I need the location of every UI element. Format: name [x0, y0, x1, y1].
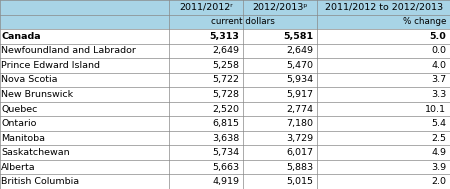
Bar: [0, 29, 450, 44]
Text: 3.3: 3.3: [431, 90, 446, 99]
Text: 2012/2013ᵖ: 2012/2013ᵖ: [252, 3, 308, 12]
Text: 4.9: 4.9: [432, 148, 446, 157]
Text: 4.0: 4.0: [432, 61, 446, 70]
Text: 2,649: 2,649: [212, 46, 239, 55]
Text: 5,258: 5,258: [212, 61, 239, 70]
Text: 2,649: 2,649: [287, 46, 314, 55]
Text: 10.1: 10.1: [425, 105, 446, 114]
Text: 2011/2012 to 2012/2013: 2011/2012 to 2012/2013: [324, 3, 443, 12]
Text: 3,638: 3,638: [212, 134, 239, 143]
Text: Saskatchewan: Saskatchewan: [1, 148, 70, 157]
Text: Quebec: Quebec: [1, 105, 38, 114]
Text: 5.4: 5.4: [432, 119, 446, 128]
Text: 5,728: 5,728: [212, 90, 239, 99]
Bar: [0, 87, 450, 102]
Bar: [0, 0, 450, 15]
Text: 5,734: 5,734: [212, 148, 239, 157]
Bar: [0, 160, 450, 174]
Bar: [0, 58, 450, 73]
Text: 2,520: 2,520: [212, 105, 239, 114]
Text: British Columbia: British Columbia: [1, 177, 80, 186]
Text: New Brunswick: New Brunswick: [1, 90, 73, 99]
Text: 3.7: 3.7: [431, 75, 446, 84]
Text: 5.0: 5.0: [430, 32, 446, 41]
Text: 0.0: 0.0: [432, 46, 446, 55]
Text: 5,015: 5,015: [287, 177, 314, 186]
Text: 5,470: 5,470: [287, 61, 314, 70]
Text: 2.0: 2.0: [432, 177, 446, 186]
Bar: [0, 131, 450, 145]
Text: Manitoba: Manitoba: [1, 134, 45, 143]
Text: 3.9: 3.9: [431, 163, 446, 172]
Text: 7,180: 7,180: [287, 119, 314, 128]
Bar: [0, 145, 450, 160]
Bar: [0, 44, 450, 58]
Text: Ontario: Ontario: [1, 119, 37, 128]
Text: 5,313: 5,313: [210, 32, 239, 41]
Bar: [0, 15, 450, 29]
Text: 5,722: 5,722: [212, 75, 239, 84]
Text: Canada: Canada: [1, 32, 41, 41]
Text: Prince Edward Island: Prince Edward Island: [1, 61, 100, 70]
Bar: [0, 102, 450, 116]
Text: 2.5: 2.5: [432, 134, 446, 143]
Text: current dollars: current dollars: [211, 17, 275, 26]
Text: 5,883: 5,883: [287, 163, 314, 172]
Text: 6,017: 6,017: [287, 148, 314, 157]
Text: 6,815: 6,815: [212, 119, 239, 128]
Bar: [0, 116, 450, 131]
Text: 5,663: 5,663: [212, 163, 239, 172]
Bar: [0, 174, 450, 189]
Text: 5,581: 5,581: [284, 32, 314, 41]
Text: % change: % change: [403, 17, 446, 26]
Text: 2011/2012ʳ: 2011/2012ʳ: [179, 3, 233, 12]
Text: Newfoundland and Labrador: Newfoundland and Labrador: [1, 46, 136, 55]
Bar: [0, 73, 450, 87]
Text: Nova Scotia: Nova Scotia: [1, 75, 58, 84]
Text: Alberta: Alberta: [1, 163, 36, 172]
Text: 2,774: 2,774: [287, 105, 314, 114]
Text: 5,934: 5,934: [287, 75, 314, 84]
Text: 5,917: 5,917: [287, 90, 314, 99]
Text: 3,729: 3,729: [287, 134, 314, 143]
Text: 4,919: 4,919: [212, 177, 239, 186]
